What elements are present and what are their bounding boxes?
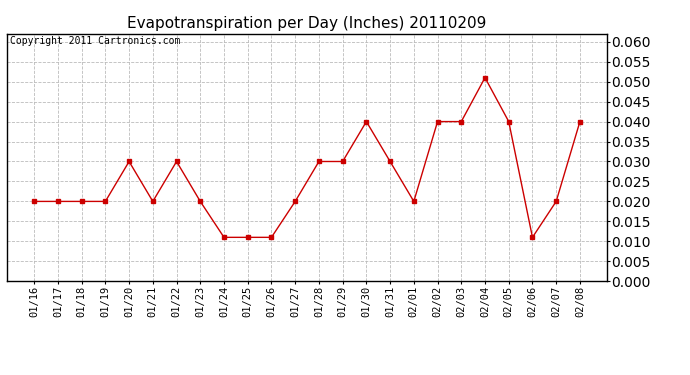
Title: Evapotranspiration per Day (Inches) 20110209: Evapotranspiration per Day (Inches) 2011… [128,16,486,31]
Text: Copyright 2011 Cartronics.com: Copyright 2011 Cartronics.com [10,36,180,46]
